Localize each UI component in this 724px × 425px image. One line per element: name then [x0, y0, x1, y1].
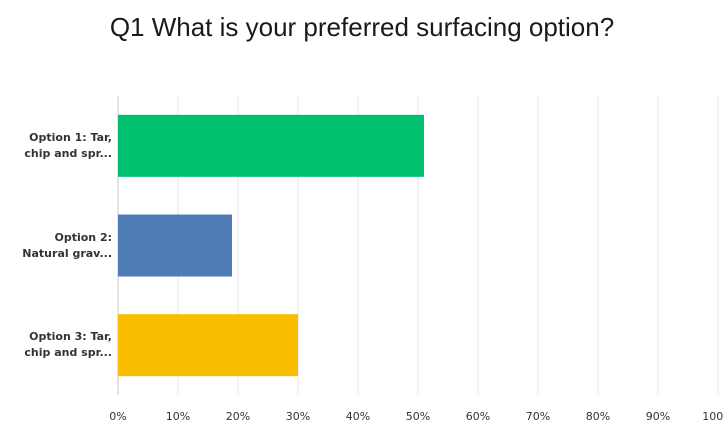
x-tick-label: 20% [225, 410, 251, 423]
bar-option-2 [118, 214, 232, 277]
x-tick-label: 100% [702, 410, 724, 423]
category-label-option-1: Option 1: Tar, chip and spr... [24, 130, 112, 160]
x-tick-label: 10% [165, 410, 191, 423]
x-tick-label: 80% [585, 410, 611, 423]
x-tick-label: 0% [109, 410, 127, 423]
x-tick-label: 40% [345, 410, 371, 423]
bar-option-3 [118, 314, 298, 377]
x-tick-label: 70% [525, 410, 551, 423]
category-label-option-3: Option 3: Tar, chip and spr... [24, 330, 112, 360]
x-tick-label: 30% [285, 410, 311, 423]
x-tick-label: 50% [405, 410, 431, 423]
chart-title: Q1 What is your preferred surfacing opti… [109, 12, 615, 42]
category-label-option-2: Option 2: Natural grav... [22, 230, 112, 260]
x-tick-label: 90% [645, 410, 671, 423]
bar-option-1 [118, 114, 424, 177]
x-tick-label: 60% [465, 410, 491, 423]
